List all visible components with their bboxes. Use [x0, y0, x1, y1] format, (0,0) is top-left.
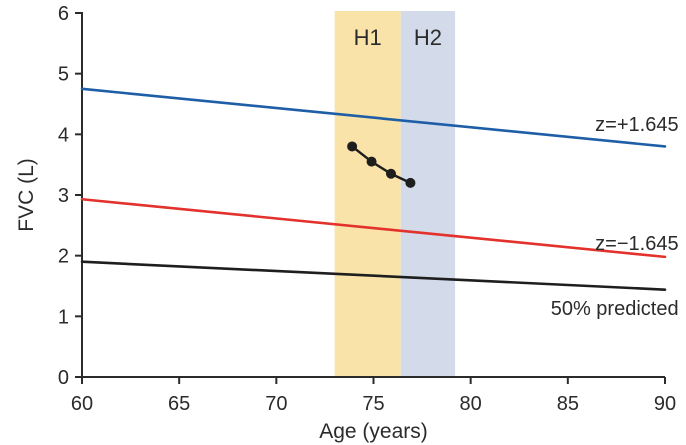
y-tick-label-5: 5 [58, 64, 69, 86]
line-label-fifty-percent-predicted: 50% predicted [551, 298, 679, 320]
band-h2 [400, 11, 456, 377]
x-tick-label-70: 70 [265, 393, 287, 415]
series-line-patient-fvc-trajectory [350, 145, 412, 185]
data-point-patient-fvc-trajectory-1 [366, 156, 377, 167]
band-label-h2: H2 [414, 25, 442, 50]
y-axis-title: FVC (L) [15, 158, 38, 232]
x-tick-label-60: 60 [71, 393, 93, 415]
y-tick-label-3: 3 [58, 185, 69, 207]
y-tick-label-1: 1 [58, 306, 69, 328]
band-label-h1: H1 [354, 25, 382, 50]
x-tick-label-85: 85 [557, 393, 579, 415]
x-tick-label-80: 80 [460, 393, 482, 415]
line-label-z-minus-1645-lower-limit: z=−1.645 [595, 233, 678, 255]
data-point-patient-fvc-trajectory-3 [405, 177, 416, 188]
band-h1 [334, 11, 401, 377]
series-line-z-minus-1645-lower-limit [80, 197, 667, 259]
line-label-z-plus-1645-upper-limit: z=+1.645 [595, 114, 678, 136]
y-tick-label-4: 4 [58, 124, 69, 146]
data-point-patient-fvc-trajectory-0 [347, 141, 358, 152]
y-tick-label-0: 0 [58, 367, 69, 389]
x-tick-label-75: 75 [362, 393, 384, 415]
x-tick-label-90: 90 [654, 393, 676, 415]
data-point-patient-fvc-trajectory-2 [385, 168, 396, 179]
x-axis-title: Age (years) [319, 420, 428, 443]
y-tick-label-6: 6 [58, 3, 69, 25]
series-line-fifty-percent-predicted [80, 260, 667, 291]
series-line-z-plus-1645-upper-limit [80, 87, 667, 148]
x-tick-label-65: 65 [168, 393, 190, 415]
y-tick-label-2: 2 [58, 246, 69, 268]
